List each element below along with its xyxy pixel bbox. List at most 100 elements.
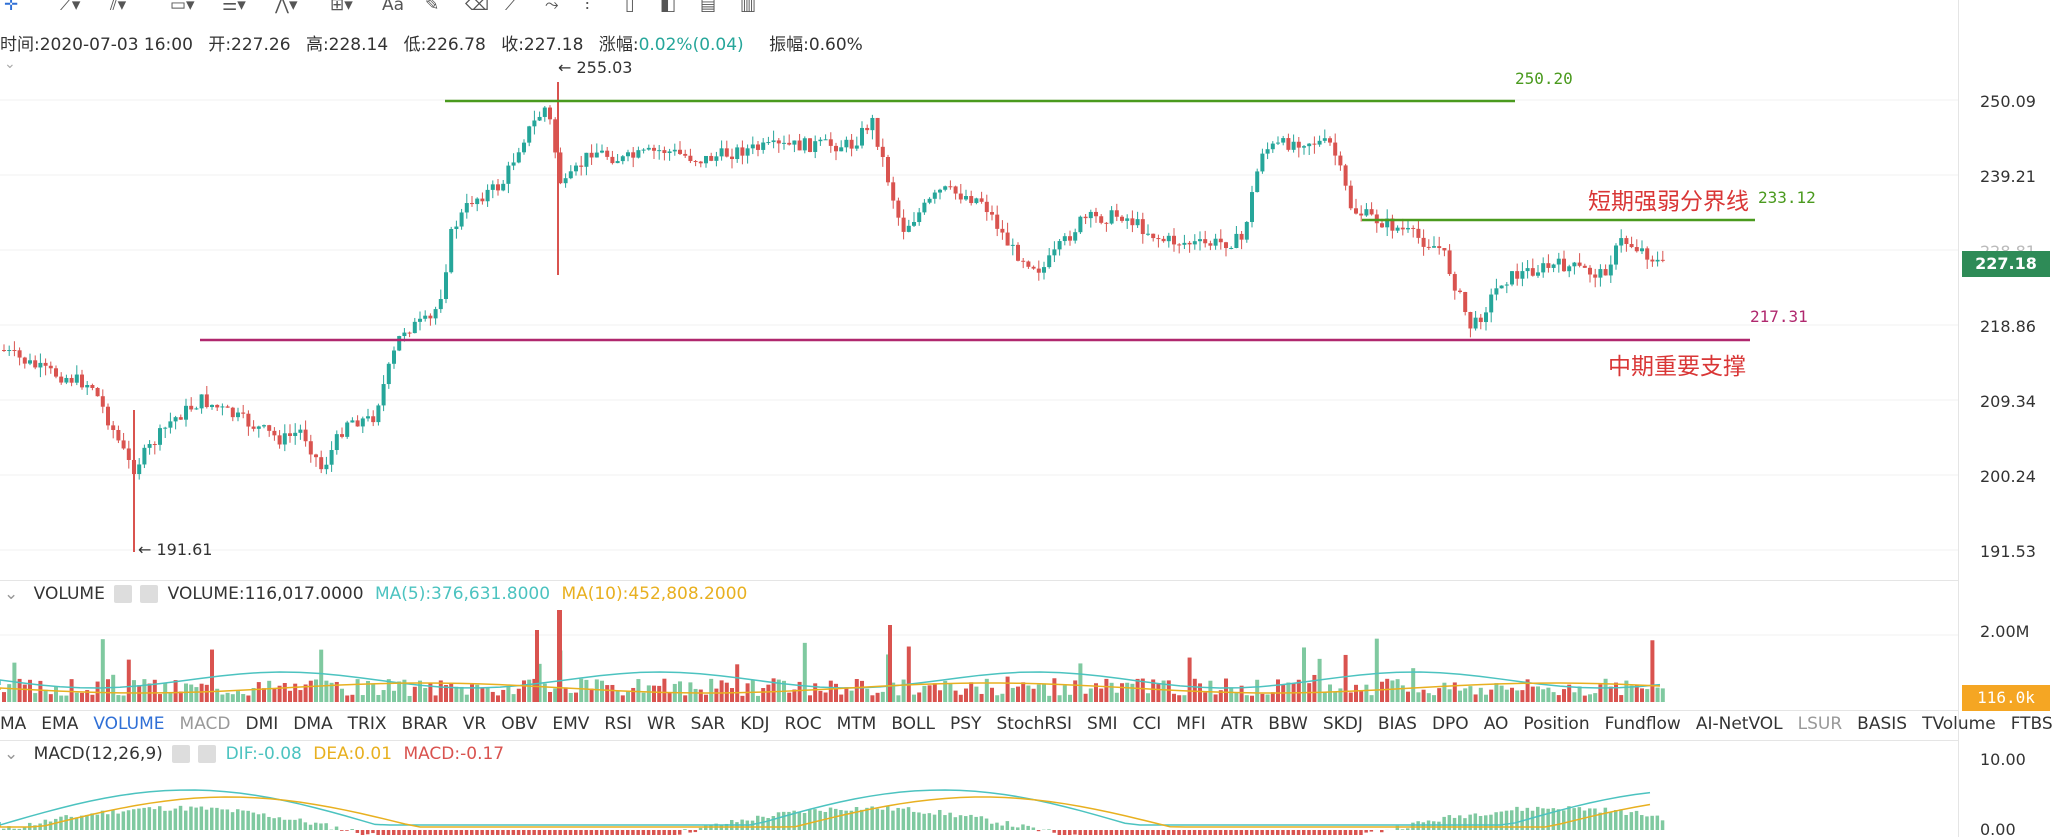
volume-bar [1032, 689, 1036, 702]
volume-bar [1593, 693, 1597, 702]
indicator-tab-trix[interactable]: TRIX [348, 714, 387, 734]
volume-bar [1203, 693, 1207, 702]
current-price-tag: 227.18 [1962, 251, 2050, 277]
volume-bar [1396, 679, 1400, 702]
indicator-tab-dmi[interactable]: DMI [246, 714, 279, 734]
indicator-tab-cci[interactable]: CCI [1133, 714, 1162, 734]
indicator-tab-wr[interactable]: WR [647, 714, 676, 734]
macd-bar [142, 808, 146, 830]
volume-bar [980, 694, 984, 702]
pane-divider[interactable] [0, 710, 1958, 711]
candle-body [1203, 239, 1207, 243]
indicator-tab-bias[interactable]: BIAS [1378, 714, 1417, 734]
macd-bar [886, 806, 890, 830]
volume-bar [1229, 688, 1233, 702]
macd-bar [1281, 830, 1285, 835]
indicator-tab-volume[interactable]: VOLUME [93, 714, 164, 734]
indicator-tab-rsi[interactable]: RSI [604, 714, 632, 734]
price-tick: 239.21 [1980, 167, 2036, 186]
indicator-tab-dpo[interactable]: DPO [1432, 714, 1469, 734]
candle-body [1479, 318, 1483, 322]
indicator-tab-smi[interactable]: SMI [1087, 714, 1117, 734]
close-icon[interactable] [198, 745, 216, 763]
close-icon[interactable] [140, 585, 158, 603]
candle-body [70, 378, 74, 383]
volume-bar [1614, 683, 1618, 702]
indicator-tab-mtm[interactable]: MTM [837, 714, 877, 734]
volume-bar [454, 687, 458, 702]
macd-name: MACD(12,26,9) [34, 744, 163, 764]
chevron-down-icon[interactable]: ⌄ [4, 744, 18, 764]
indicator-tab-tvolume[interactable]: TVolume [1922, 714, 1996, 734]
volume-bar [512, 694, 516, 702]
volume-bar [590, 689, 594, 702]
indicator-tab-lsur[interactable]: LSUR [1798, 714, 1843, 734]
volume-legend: ⌄ VOLUME VOLUME:116,017.0000 MA(5):376,6… [0, 584, 747, 604]
price-axis[interactable] [1958, 0, 2058, 837]
indicator-tab-vr[interactable]: VR [463, 714, 486, 734]
macd-bar [1619, 809, 1623, 830]
indicator-tab-ftbs[interactable]: FTBS [2011, 714, 2053, 734]
candle-body [1214, 239, 1218, 246]
macd-bar [839, 810, 843, 830]
indicator-tab-basis[interactable]: BASIS [1857, 714, 1907, 734]
indicator-tab-ai-netvol[interactable]: AI-NetVOL [1696, 714, 1783, 734]
indicator-tab-fundflow[interactable]: Fundflow [1605, 714, 1681, 734]
pane-divider[interactable] [0, 580, 1958, 581]
indicator-tab-atr[interactable]: ATR [1221, 714, 1254, 734]
macd-bar [413, 830, 417, 835]
candle-body [865, 128, 869, 130]
chevron-down-icon[interactable]: ⌄ [4, 584, 18, 604]
candle-body [1411, 228, 1415, 229]
candle-body [402, 333, 406, 336]
indicator-tab-position[interactable]: Position [1523, 714, 1589, 734]
indicator-tab-bbw[interactable]: BBW [1268, 714, 1308, 734]
volume-bar [683, 695, 687, 702]
candle-body [491, 184, 495, 190]
volume-bar [1578, 686, 1582, 702]
macd-bar [600, 830, 604, 835]
volume-bar [33, 693, 37, 702]
macd-bar [1338, 830, 1342, 835]
macd-bar [252, 813, 256, 830]
volume-bar [605, 685, 609, 702]
macd-bar [1422, 822, 1426, 830]
indicator-tab-boll[interactable]: BOLL [891, 714, 935, 734]
macd-value: MACD:-0.17 [403, 744, 504, 764]
indicator-tab-sar[interactable]: SAR [691, 714, 726, 734]
macd-bar [522, 830, 526, 835]
indicator-tab-dma[interactable]: DMA [293, 714, 332, 734]
candle-body [1120, 217, 1124, 221]
indicator-tab-mfi[interactable]: MFI [1176, 714, 1205, 734]
indicator-tab-skdj[interactable]: SKDJ [1323, 714, 1363, 734]
settings-icon[interactable] [172, 745, 190, 763]
indicator-tab-brar[interactable]: BRAR [402, 714, 448, 734]
pane-divider[interactable] [0, 740, 1958, 741]
indicator-tab-ma[interactable]: MA [0, 714, 26, 734]
settings-icon[interactable] [114, 585, 132, 603]
macd-bar [1016, 827, 1020, 830]
macd-bar [1058, 830, 1062, 835]
candle-body [1245, 222, 1249, 240]
candle-body [751, 144, 755, 148]
indicator-tab-roc[interactable]: ROC [785, 714, 822, 734]
indicator-tab-obv[interactable]: OBV [501, 714, 537, 734]
candle-body [974, 198, 978, 203]
indicator-tab-ema[interactable]: EMA [41, 714, 78, 734]
volume-bar [153, 680, 157, 702]
volume-bar [1484, 695, 1488, 702]
volume-bar [787, 693, 791, 702]
indicator-tab-macd[interactable]: MACD [180, 714, 231, 734]
indicator-tab-stochrsi[interactable]: StochRSI [996, 714, 1072, 734]
macd-bar [1312, 830, 1316, 835]
indicator-tab-psy[interactable]: PSY [950, 714, 981, 734]
indicator-tab-kdj[interactable]: KDJ [740, 714, 769, 734]
candle-body [168, 421, 172, 427]
candle-body [496, 184, 500, 190]
indicator-tab-ao[interactable]: AO [1484, 714, 1509, 734]
macd-bar [257, 814, 261, 830]
indicator-tab-emv[interactable]: EMV [552, 714, 589, 734]
volume-bar [948, 683, 952, 702]
candle-body [792, 141, 796, 145]
macd-bar [262, 813, 266, 830]
